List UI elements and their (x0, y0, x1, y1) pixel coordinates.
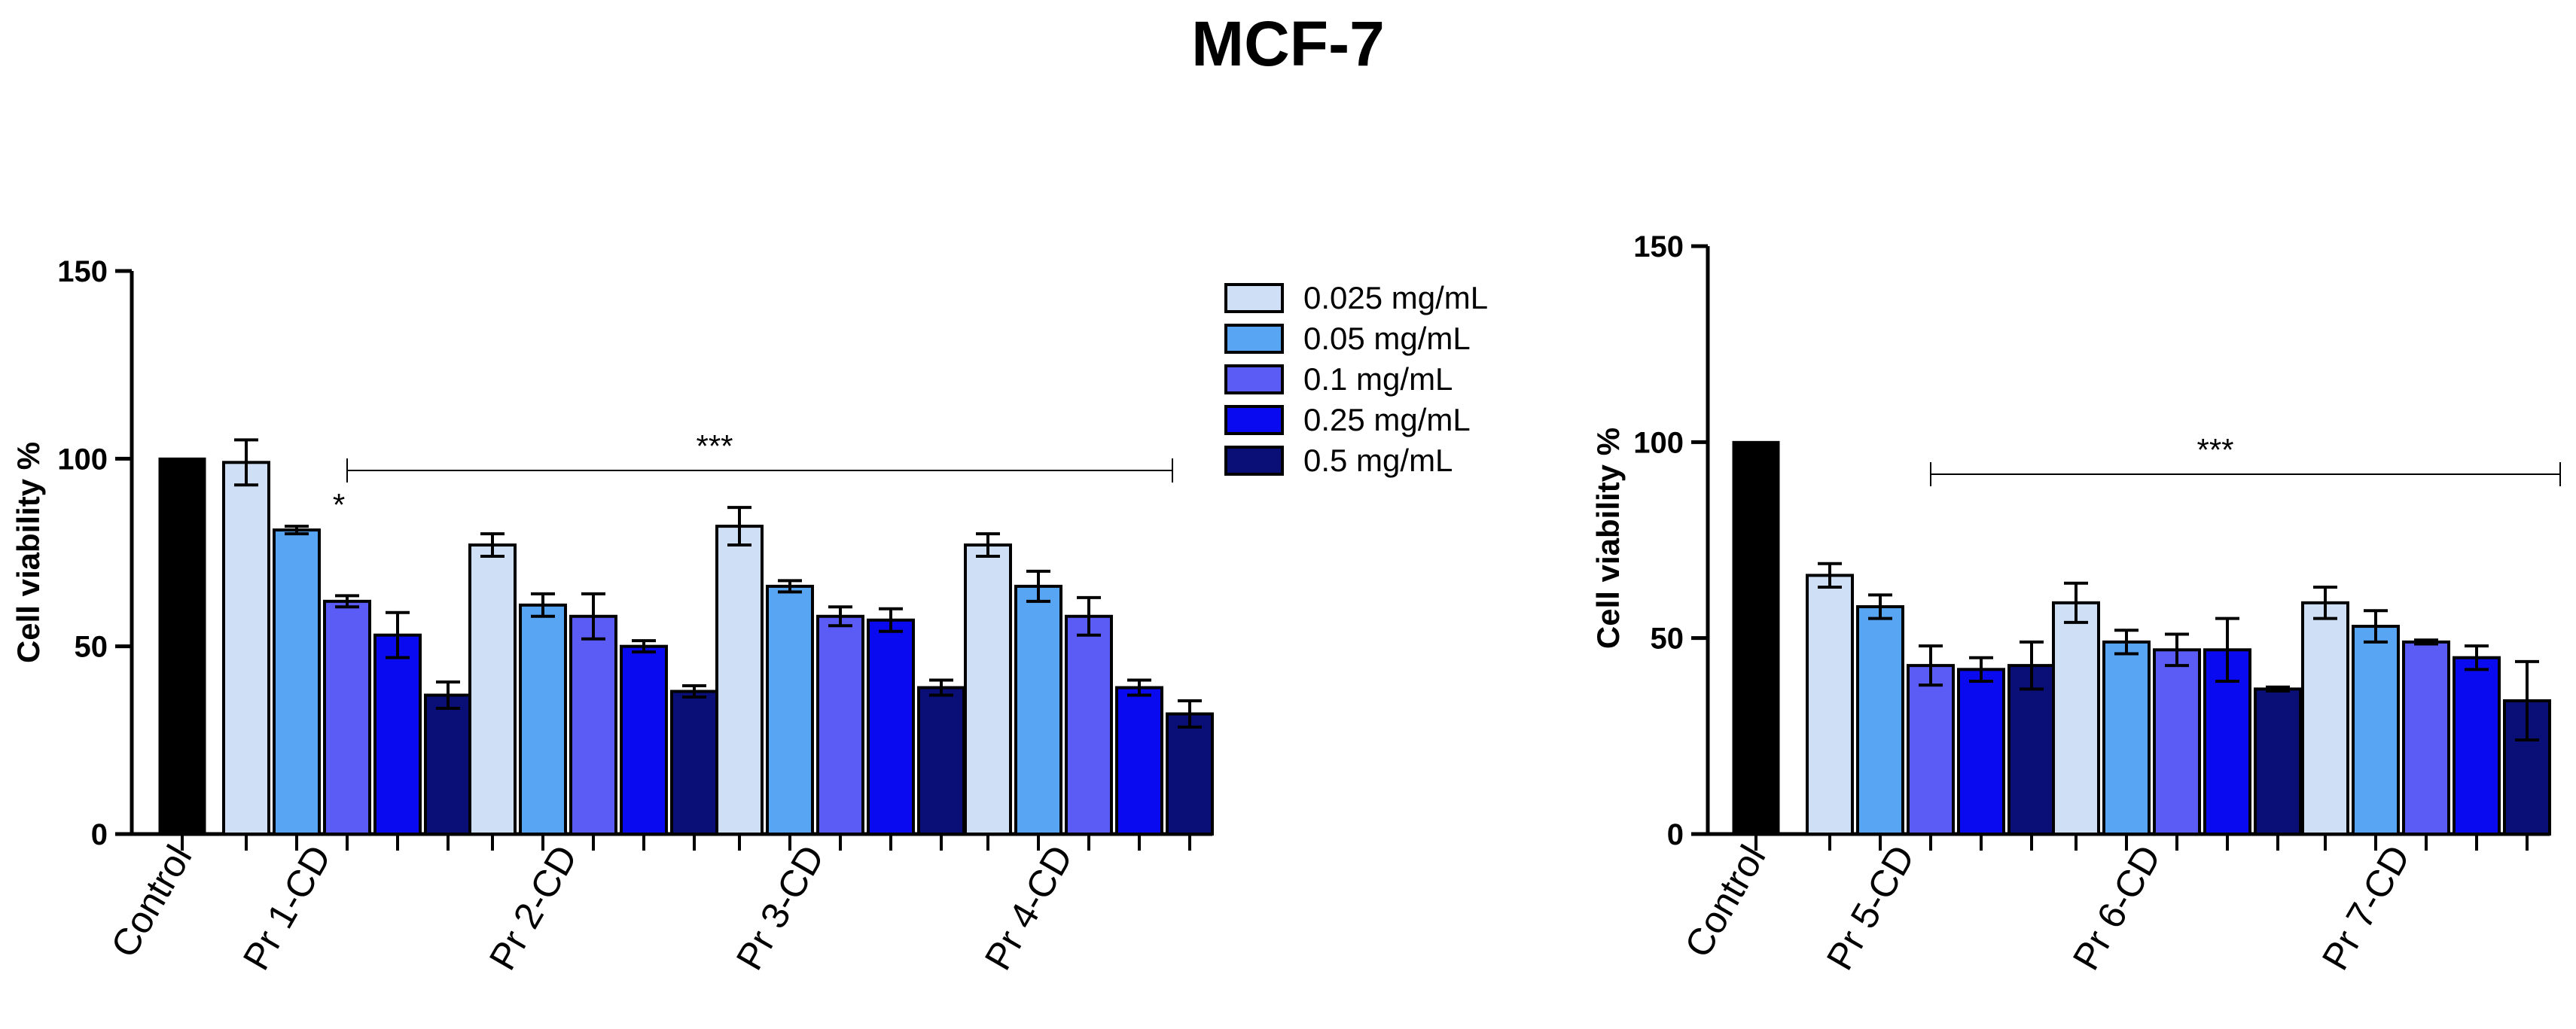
panel2-significance-label: *** (2196, 432, 2233, 467)
panel2-bar-2-1 (2052, 601, 2100, 836)
legend-label: 0.1 mg/mL (1303, 361, 1453, 397)
panel1-significance-label: * (333, 487, 345, 522)
panel2-category-label: Pr 5-CD (1818, 839, 1923, 977)
panel1-bar-2-1 (468, 543, 517, 836)
panel1-bar-3-4 (867, 618, 915, 836)
panel1-bar-4-3 (1065, 614, 1113, 836)
panel2-y-tick-label: 50 (1651, 623, 1684, 656)
panel1-significance-label: *** (696, 428, 733, 464)
legend-label: 0.25 mg/mL (1303, 402, 1471, 437)
panel2-bar-1-4 (1957, 668, 2005, 836)
panel1-y-tick-label: 100 (57, 443, 108, 476)
legend-swatch (1224, 405, 1284, 435)
legend-swatch (1224, 446, 1284, 476)
panel2-bar-1-5 (2007, 664, 2056, 836)
panel2-y-axis-label: Cell viability % (1590, 428, 1626, 649)
panel1-category-label: Pr 2-CD (481, 839, 586, 977)
panel1-category-label: Pr 1-CD (235, 839, 340, 977)
panel1-bar-3-5 (917, 686, 965, 836)
panel2-bar-3-3 (2402, 640, 2450, 836)
panel1-bar-4-5 (1166, 712, 1214, 836)
panel1-bar-2-4 (620, 644, 668, 836)
panel1-bar-2-3 (569, 614, 617, 836)
panel1-bar-3-1 (715, 525, 764, 836)
panel2-category-label: Pr 7-CD (2314, 839, 2419, 977)
panel1-bar-1-5 (424, 693, 472, 836)
panel2-y-tick-label: 150 (1633, 230, 1684, 263)
panel1-category-label-control: Control (102, 839, 200, 965)
legend-swatch (1224, 283, 1284, 313)
panel2-bar-2-2 (2102, 640, 2151, 836)
panel1-bar-1-1 (222, 461, 270, 836)
panel1-bar-control (158, 457, 206, 836)
panel2-category-label-control: Control (1676, 839, 1773, 965)
panel2-bar-2-5 (2254, 687, 2302, 836)
panel1-bar-1-2 (273, 528, 321, 836)
legend-label: 0.025 mg/mL (1303, 280, 1488, 315)
panel1-bar-1-3 (323, 599, 371, 836)
legend-swatch (1224, 364, 1284, 394)
panel2-bar-3-2 (2352, 625, 2400, 836)
panel1-bar-4-4 (1115, 686, 1163, 836)
panel2-y-tick-label: 100 (1633, 426, 1684, 459)
panel1-category-label: Pr 3-CD (728, 839, 833, 977)
panel2-bar-3-1 (2301, 601, 2349, 836)
panel2-category-label: Pr 6-CD (2065, 839, 2169, 977)
panel1-y-tick-label: 0 (91, 818, 108, 851)
legend-swatch (1224, 324, 1284, 354)
panel1-y-axis-label: Cell viability % (11, 442, 46, 663)
legend-label: 0.5 mg/mL (1303, 443, 1453, 478)
panel1-bar-1-4 (373, 633, 422, 836)
panel2-bar-control (1732, 440, 1780, 836)
panel2-bar-1-3 (1907, 664, 1955, 836)
panel1-bar-4-1 (964, 543, 1012, 836)
panel2-bar-2-3 (2153, 648, 2201, 836)
panel1-y-tick-label: 50 (75, 631, 108, 664)
panel1-bar-4-2 (1014, 584, 1062, 836)
panel2-bar-1-2 (1856, 605, 1904, 836)
panel1-bar-2-2 (519, 603, 567, 836)
panel1-bar-2-5 (670, 690, 718, 836)
panel2-y-tick-label: 0 (1667, 818, 1684, 851)
panel1-y-tick-label: 150 (57, 255, 108, 288)
chart-title: MCF-7 (1191, 8, 1385, 79)
panel1-bar-3-3 (816, 614, 864, 836)
legend-label: 0.05 mg/mL (1303, 321, 1471, 356)
panel2-bar-3-4 (2453, 656, 2501, 836)
panel1-bar-3-2 (766, 584, 814, 836)
panel1-category-label: Pr 4-CD (977, 839, 1081, 977)
panel2-bar-1-1 (1806, 574, 1854, 836)
